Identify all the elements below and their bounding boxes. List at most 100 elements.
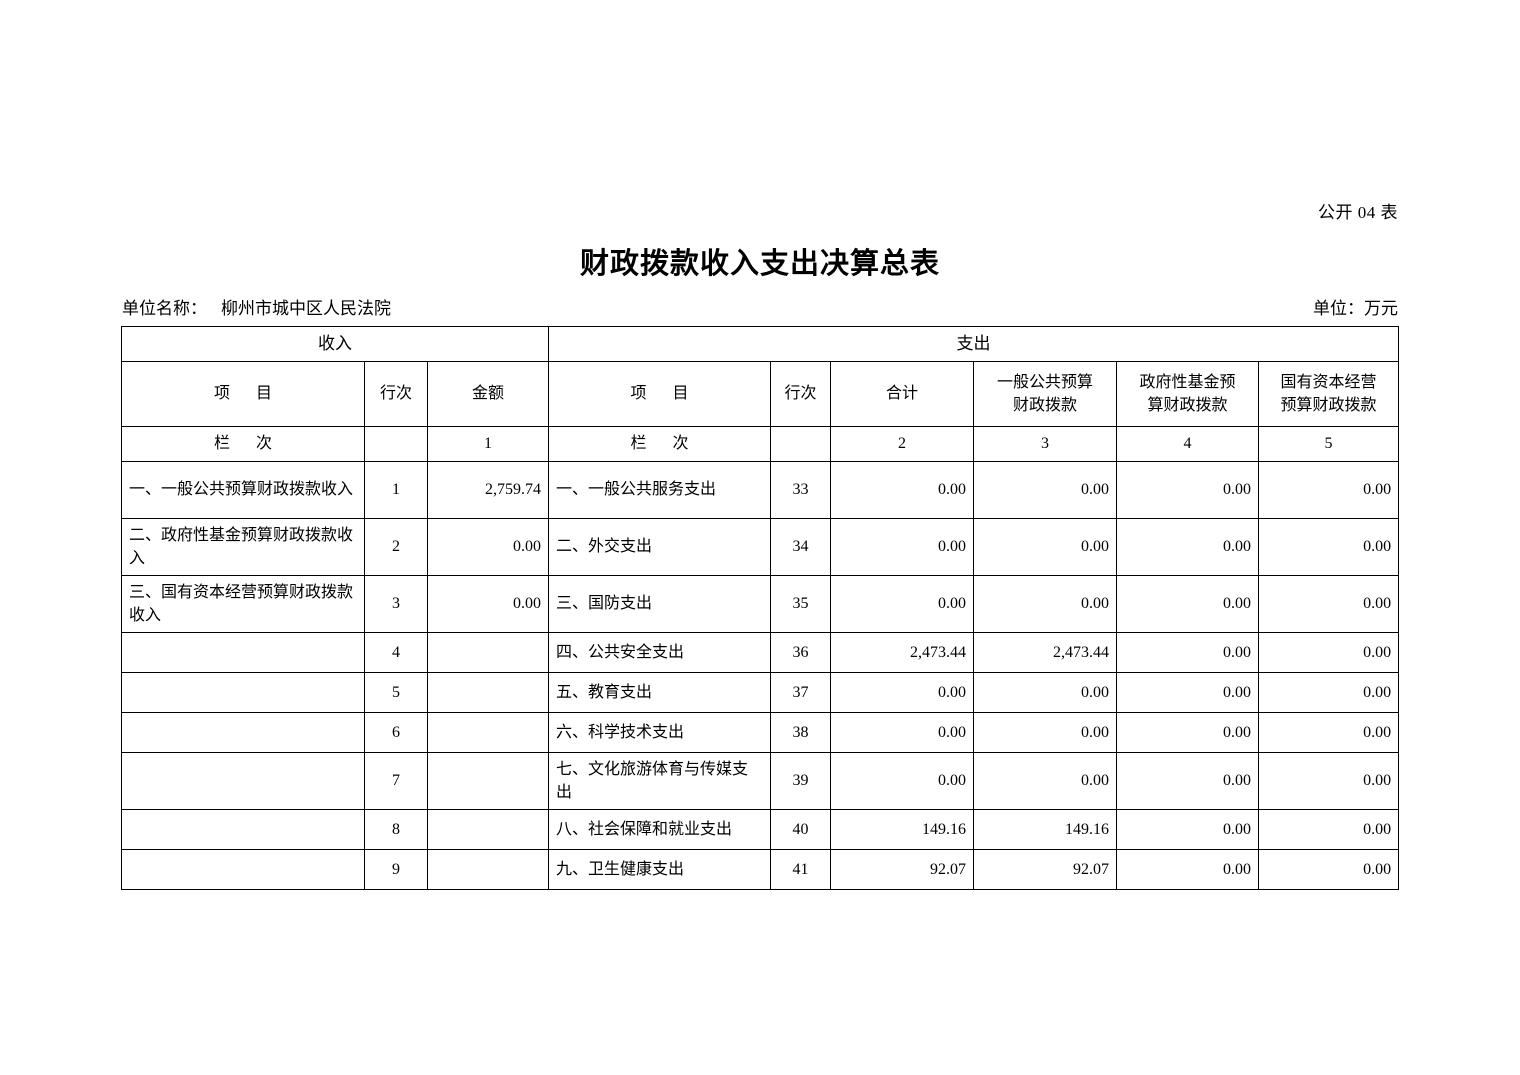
- header-expense-item-label: 项 目: [630, 385, 700, 403]
- header-income-amount: 金额: [426, 361, 550, 427]
- cell-income-line: 8: [364, 809, 428, 850]
- cell-expense-line: 40: [770, 809, 832, 850]
- cell-income-item: 二、政府性基金预算财政拨款收入: [121, 518, 365, 576]
- cell-expense-item: 八、社会保障和就业支出: [548, 809, 772, 850]
- header-income-line: 行次: [364, 361, 428, 427]
- cell-expense-line: 39: [770, 752, 832, 810]
- cell-income-line: 4: [364, 632, 428, 673]
- table-column-header-row: 项 目 行次 金额 项 目 行次 合计 一般公共预算 财政拨款 政府性基金预 算…: [121, 361, 1400, 427]
- cell-expense-fund: 0.00: [1116, 712, 1260, 753]
- cell-expense-fund: 0.00: [1116, 672, 1260, 713]
- cell-expense-total: 2,473.44: [830, 632, 975, 673]
- cell-expense-total: 92.07: [830, 849, 975, 890]
- cell-expense-fund: 0.00: [1116, 518, 1260, 576]
- cell-expense-soe: 0.00: [1258, 809, 1400, 850]
- header-expense-soe-line2: 预算财政拨款: [1280, 397, 1377, 414]
- cell-expense-line: 36: [770, 632, 832, 673]
- table-row: 6 六、科学技术支出 38 0.00 0.00 0.00 0.00: [121, 712, 1400, 753]
- budget-table: 收入 支出 项 目 行次 金额 项 目 行次 合计 一般公共预算 财政拨款 政府…: [120, 326, 1400, 890]
- cell-expense-item: 六、科学技术支出: [548, 712, 772, 753]
- unit-measure-label: 单位：万元: [1313, 299, 1398, 318]
- cell-expense-item: 三、国防支出: [548, 575, 772, 633]
- cell-income-amount: [426, 809, 550, 850]
- cell-expense-soe: 0.00: [1258, 575, 1400, 633]
- unit-name-label: 单位名称：: [122, 299, 207, 318]
- cell-income-amount: [426, 712, 550, 753]
- cell-income-line: 3: [364, 575, 428, 633]
- header-expense-soe-line1: 国有资本经营: [1280, 373, 1377, 391]
- cell-expense-soe: 0.00: [1258, 461, 1400, 519]
- cell-expense-fund: 0.00: [1116, 461, 1260, 519]
- table-row: 9 九、卫生健康支出 41 92.07 92.07 0.00 0.00: [121, 849, 1400, 890]
- cell-income-item: [121, 672, 365, 713]
- unit-name-block: 单位名称： 柳州市城中区人民法院: [122, 294, 391, 319]
- table-row: 8 八、社会保障和就业支出 40 149.16 149.16 0.00 0.00: [121, 809, 1400, 850]
- cell-expense-general: 0.00: [973, 752, 1118, 810]
- cell-expense-line: 34: [770, 518, 832, 576]
- cell-income-amount: [426, 672, 550, 713]
- cell-expense-soe: 0.00: [1258, 672, 1400, 713]
- header-expense-general-line1: 一般公共预算: [997, 373, 1094, 391]
- cell-expense-item: 七、文化旅游体育与传媒支出: [548, 752, 772, 810]
- cell-expense-total: 0.00: [830, 461, 975, 519]
- cell-expense-fund: 0.00: [1116, 632, 1260, 673]
- unit-name-value: 柳州市城中区人民法院: [221, 299, 391, 318]
- index-expense-total: 2: [830, 426, 975, 462]
- cell-expense-line: 38: [770, 712, 832, 753]
- header-expense-general-line2: 财政拨款: [1013, 397, 1078, 414]
- header-expense-fund-line1: 政府性基金预: [1139, 373, 1236, 391]
- table-column-index-row: 栏 次 1 栏 次 2 3 4 5: [121, 426, 1400, 462]
- cell-income-item: [121, 712, 365, 753]
- header-expense-item: 项 目: [548, 361, 772, 427]
- cell-income-amount: 0.00: [426, 575, 550, 633]
- index-income-amount: 1: [426, 426, 550, 462]
- header-income-item-label: 项 目: [213, 385, 283, 403]
- cell-income-line: 6: [364, 712, 428, 753]
- cell-expense-general: 92.07: [973, 849, 1118, 890]
- cell-expense-soe: 0.00: [1258, 849, 1400, 890]
- cell-expense-item: 一、一般公共服务支出: [548, 461, 772, 519]
- cell-expense-general: 0.00: [973, 672, 1118, 713]
- cell-expense-general: 0.00: [973, 518, 1118, 576]
- cell-expense-fund: 0.00: [1116, 809, 1260, 850]
- cell-expense-total: 0.00: [830, 518, 975, 576]
- header-expense-fund: 政府性基金预 算财政拨款: [1116, 361, 1260, 427]
- table-row: 7 七、文化旅游体育与传媒支出 39 0.00 0.00 0.00 0.00: [121, 752, 1400, 810]
- cell-expense-total: 0.00: [830, 672, 975, 713]
- cell-income-item: [121, 849, 365, 890]
- index-expense-soe: 5: [1258, 426, 1400, 462]
- table-row: 5 五、教育支出 37 0.00 0.00 0.00 0.00: [121, 672, 1400, 713]
- index-expense-general: 3: [973, 426, 1118, 462]
- cell-expense-line: 35: [770, 575, 832, 633]
- index-expense-item: 栏 次: [548, 426, 772, 462]
- cell-expense-line: 37: [770, 672, 832, 713]
- index-income-line: [364, 426, 428, 462]
- cell-income-line: 9: [364, 849, 428, 890]
- cell-expense-fund: 0.00: [1116, 849, 1260, 890]
- table-row: 4 四、公共安全支出 36 2,473.44 2,473.44 0.00 0.00: [121, 632, 1400, 673]
- cell-expense-item: 五、教育支出: [548, 672, 772, 713]
- header-expense-fund-line2: 算财政拨款: [1147, 397, 1228, 414]
- cell-expense-item: 九、卫生健康支出: [548, 849, 772, 890]
- cell-income-item: 一、一般公共预算财政拨款收入: [121, 461, 365, 519]
- cell-income-amount: [426, 849, 550, 890]
- cell-expense-general: 0.00: [973, 461, 1118, 519]
- cell-income-amount: [426, 632, 550, 673]
- section-header-income: 收入: [120, 326, 550, 362]
- cell-income-item: [121, 809, 365, 850]
- cell-expense-fund: 0.00: [1116, 752, 1260, 810]
- form-code-label: 公开 04 表: [1318, 203, 1398, 222]
- index-income-item: 栏 次: [121, 426, 365, 462]
- table-section-header-row: 收入 支出: [120, 326, 1400, 362]
- cell-income-line: 7: [364, 752, 428, 810]
- table-row: 一、一般公共预算财政拨款收入 1 2,759.74 一、一般公共服务支出 33 0.00 0…: [121, 461, 1400, 519]
- cell-income-item: [121, 632, 365, 673]
- cell-expense-line: 33: [770, 461, 832, 519]
- cell-expense-line: 41: [770, 849, 832, 890]
- cell-income-amount: 2,759.74: [426, 461, 550, 519]
- cell-income-line: 2: [364, 518, 428, 576]
- header-expense-general: 一般公共预算 财政拨款: [973, 361, 1118, 427]
- cell-income-amount: [426, 752, 550, 810]
- index-income-item-label: 栏 次: [213, 435, 283, 453]
- cell-income-line: 1: [364, 461, 428, 519]
